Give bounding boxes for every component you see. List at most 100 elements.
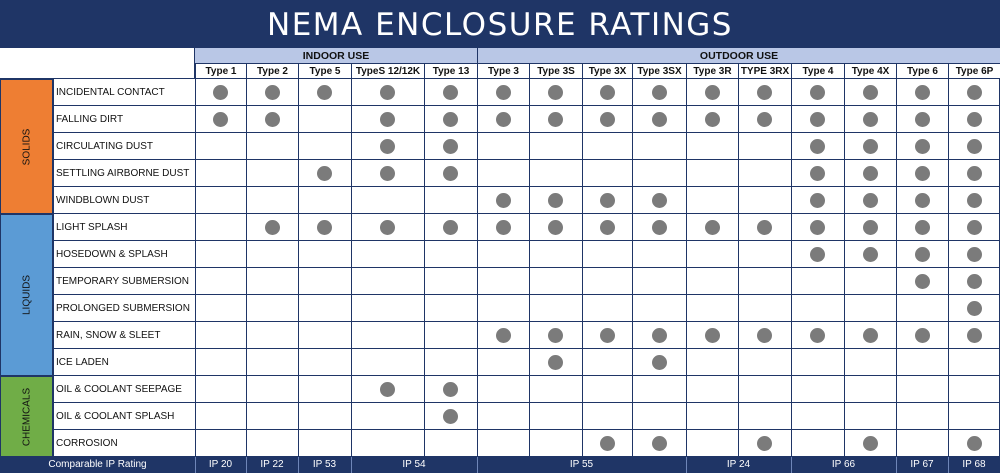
rating-dot <box>863 139 878 154</box>
row-divider <box>53 321 1000 322</box>
ip-rating-divider <box>298 457 299 473</box>
row-label: SETTLING AIRBORNE DUST <box>56 168 190 179</box>
rating-dot <box>443 382 458 397</box>
row-divider <box>53 267 1000 268</box>
rating-dot <box>317 85 332 100</box>
rating-dot <box>915 328 930 343</box>
rating-dot <box>915 247 930 262</box>
ip-rating-cell: IP 20 <box>208 459 233 470</box>
header-corner <box>0 48 195 79</box>
ip-rating-cell: IP 54 <box>402 459 426 470</box>
rating-dot <box>705 85 720 100</box>
rating-dot <box>757 112 772 127</box>
rating-dot <box>810 247 825 262</box>
rating-dot <box>600 328 615 343</box>
rating-dot <box>213 85 228 100</box>
rating-dot <box>600 85 615 100</box>
rating-dot <box>213 112 228 127</box>
ip-rating-divider <box>896 457 897 473</box>
rating-dot <box>380 382 395 397</box>
group-header-outdoor: OUTDOOR USE <box>477 48 1000 64</box>
row-divider <box>53 132 1000 133</box>
rating-dot <box>548 220 563 235</box>
rating-dot <box>967 112 982 127</box>
rating-dot <box>915 139 930 154</box>
column-header: Type 1 <box>195 64 246 79</box>
row-divider <box>53 375 1000 376</box>
column-header: Type 4X <box>844 64 896 79</box>
rating-dot <box>967 274 982 289</box>
column-divider <box>738 79 739 457</box>
row-divider <box>53 348 1000 349</box>
ip-rating-label: Comparable IP Rating <box>48 459 147 470</box>
rating-dot <box>915 274 930 289</box>
rating-dot <box>380 85 395 100</box>
rating-dot <box>600 112 615 127</box>
row-label: PROLONGED SUBMERSION <box>56 303 190 314</box>
column-divider <box>246 79 247 457</box>
column-header: Type 13 <box>424 64 477 79</box>
category-label: LIQUIDS <box>21 274 32 316</box>
column-header: Type 5 <box>298 64 351 79</box>
column-divider <box>424 79 425 457</box>
rating-dot <box>600 220 615 235</box>
rating-dot <box>915 112 930 127</box>
row-label: TEMPORARY SUBMERSION <box>56 276 189 287</box>
rating-dot <box>863 85 878 100</box>
column-divider <box>791 79 792 457</box>
rating-dot <box>548 355 563 370</box>
column-divider <box>195 79 196 457</box>
category-label: SOLIDS <box>21 128 32 165</box>
row-label: CORROSION <box>56 438 118 449</box>
rating-dot <box>863 220 878 235</box>
rating-dot <box>967 301 982 316</box>
rating-dot <box>705 220 720 235</box>
row-label: LIGHT SPLASH <box>56 222 128 233</box>
category-chemicals: CHEMICALS <box>0 376 53 457</box>
ip-rating-cell: IP 24 <box>726 459 751 470</box>
rating-dot <box>967 220 982 235</box>
column-divider <box>632 79 633 457</box>
rating-dot <box>548 328 563 343</box>
row-divider <box>53 429 1000 430</box>
column-header: Type 6P <box>948 64 1000 79</box>
column-divider <box>298 79 299 457</box>
row-label: WINDBLOWN DUST <box>56 195 150 206</box>
rating-dot <box>652 193 667 208</box>
group-header-indoor: INDOOR USE <box>195 48 477 64</box>
column-divider <box>477 79 478 457</box>
rating-dot <box>548 112 563 127</box>
rating-dot <box>317 166 332 181</box>
column-header: Type 3S <box>529 64 582 79</box>
rating-dot <box>705 112 720 127</box>
rating-dot <box>443 166 458 181</box>
column-header: Type 3SX <box>632 64 686 79</box>
rating-dot <box>967 193 982 208</box>
rating-dot <box>600 436 615 451</box>
rating-dot <box>443 139 458 154</box>
rating-dot <box>967 166 982 181</box>
rating-dot <box>757 85 772 100</box>
column-header: Type 3X <box>582 64 632 79</box>
column-divider <box>896 79 897 457</box>
column-divider <box>948 79 949 457</box>
rating-dot <box>443 409 458 424</box>
rating-dot <box>443 85 458 100</box>
rating-dot <box>915 193 930 208</box>
rating-dot <box>967 328 982 343</box>
rating-dot <box>652 112 667 127</box>
ip-rating-footer <box>0 457 1000 473</box>
ip-rating-cell: IP 68 <box>962 459 986 470</box>
rating-dot <box>863 436 878 451</box>
row-label: CIRCULATING DUST <box>56 141 154 152</box>
rating-dot <box>810 166 825 181</box>
rating-dot <box>652 220 667 235</box>
rating-dot <box>652 355 667 370</box>
rating-dot <box>496 220 511 235</box>
category-liquids: LIQUIDS <box>0 214 53 376</box>
rating-dot <box>652 436 667 451</box>
grid-top-border <box>0 78 1000 79</box>
category-solids: SOLIDS <box>0 79 53 214</box>
row-label: HOSEDOWN & SPLASH <box>56 249 168 260</box>
rating-dot <box>967 85 982 100</box>
